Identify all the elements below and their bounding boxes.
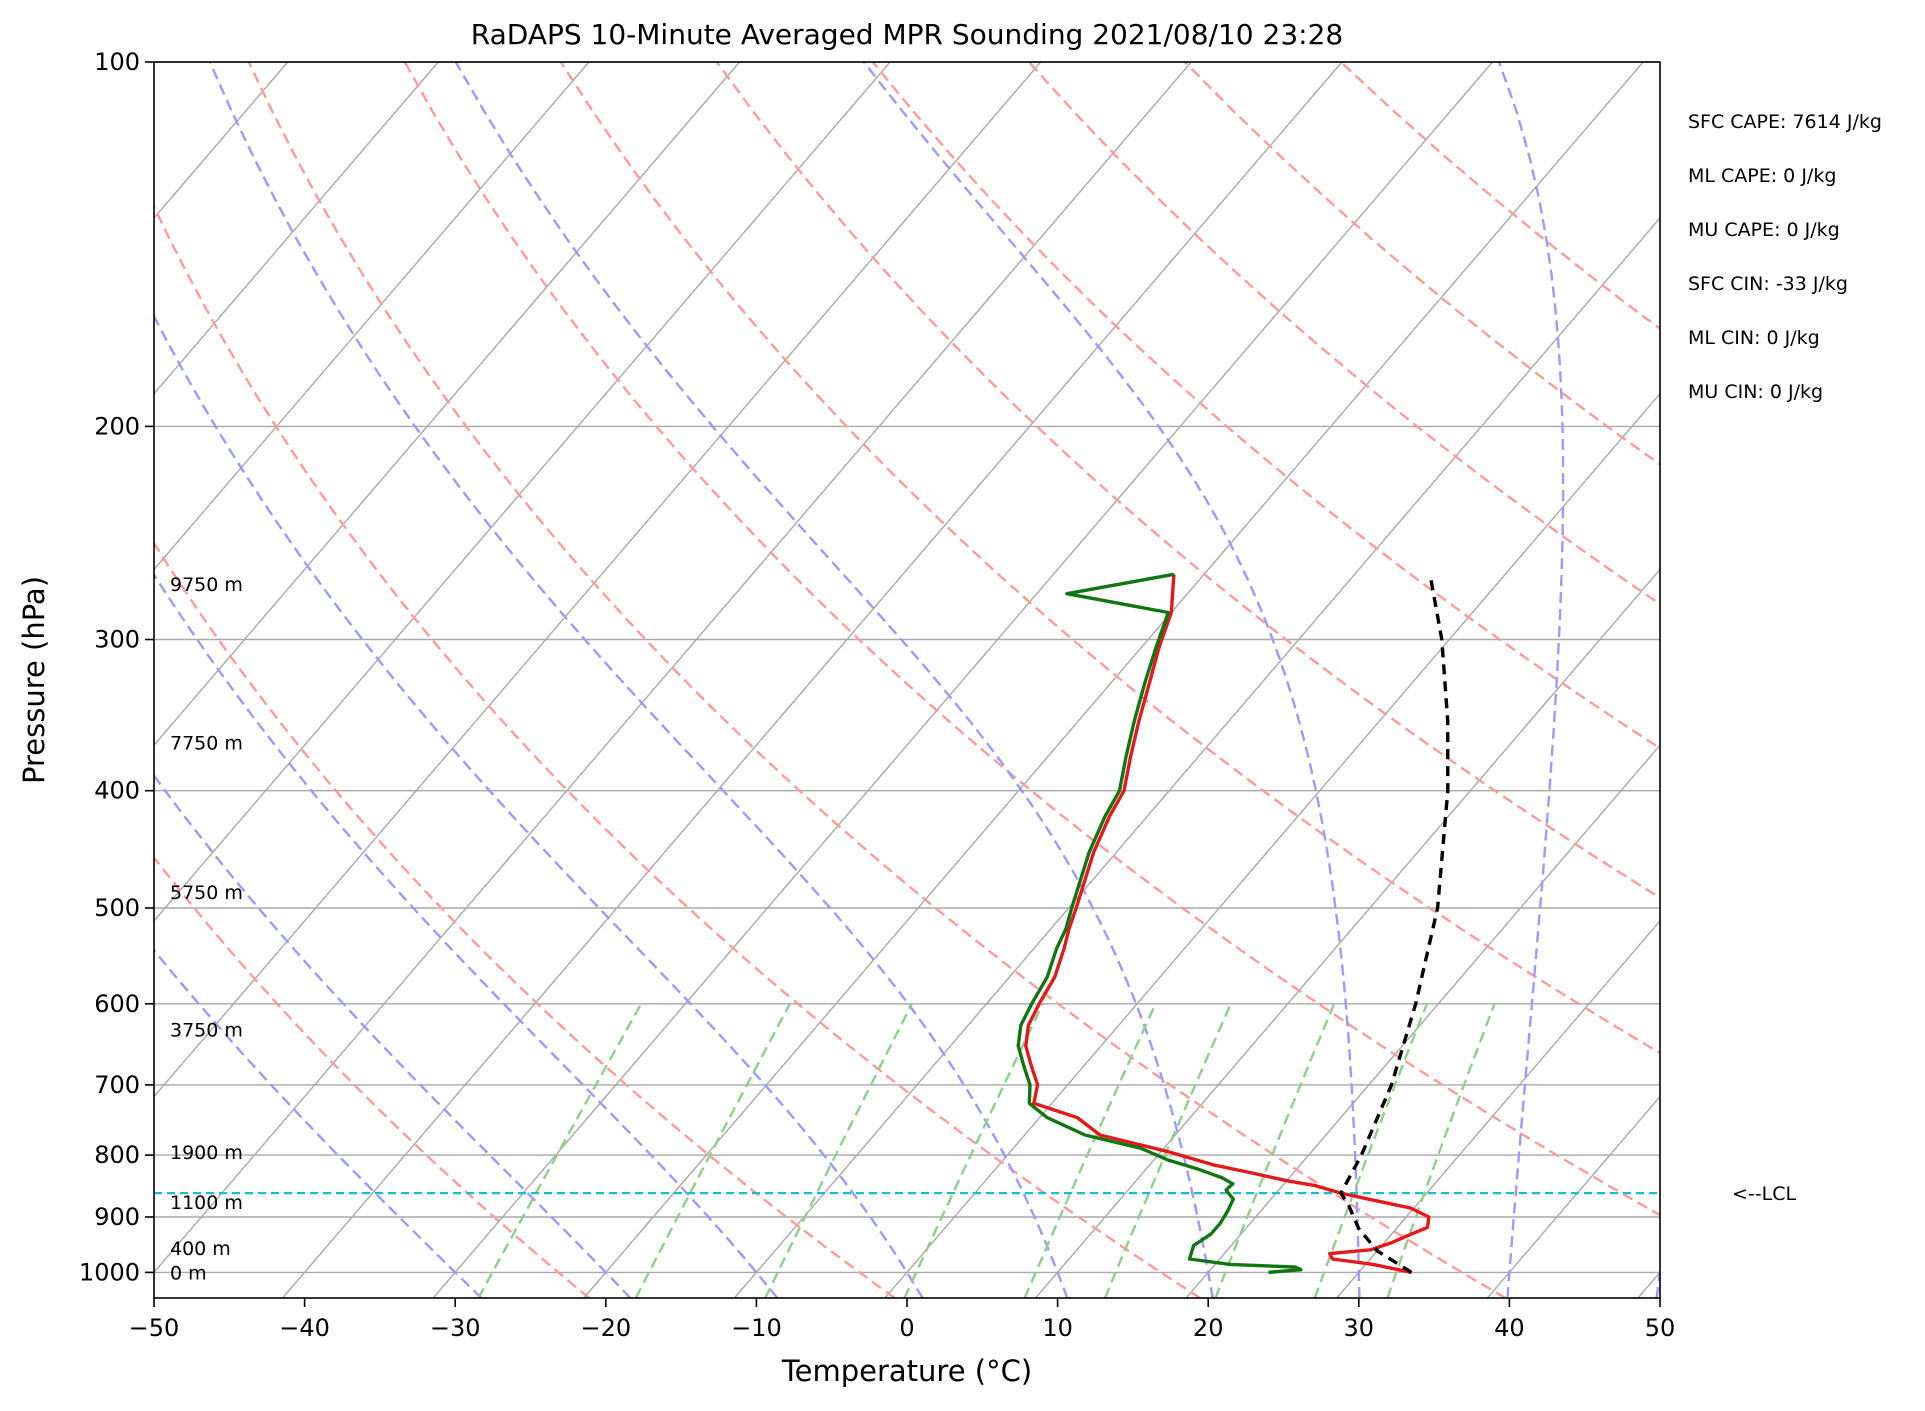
dry-adiabat bbox=[154, 855, 590, 1298]
x-tick-label: 40 bbox=[1494, 1314, 1525, 1342]
temperature-line bbox=[1024, 574, 1431, 1275]
x-tick-label: 30 bbox=[1344, 1314, 1375, 1342]
x-tick-label: −10 bbox=[731, 1314, 782, 1342]
mixing-ratio-line bbox=[1313, 1003, 1429, 1298]
isotherm-gridline bbox=[1336, 919, 1660, 1298]
moist-adiabat bbox=[154, 773, 632, 1298]
height-label: 9750 m bbox=[170, 574, 243, 596]
mixing-ratio-line bbox=[764, 1003, 913, 1298]
y-axis-label: Pressure (hPa) bbox=[17, 576, 51, 784]
annotation-layer: 9750 m 7750 m 5750 m 3750 m 1900 m 1100 m 400 … bbox=[170, 111, 1882, 1284]
mixing-ratio-line bbox=[1023, 1003, 1157, 1298]
index-text: SFC CIN: -33 J/kg bbox=[1688, 273, 1848, 295]
index-text: ML CIN: 0 J/kg bbox=[1688, 327, 1820, 349]
height-label: 400 m bbox=[170, 1238, 231, 1260]
isotherm-gridline bbox=[154, 62, 439, 395]
mixing-ratio-line bbox=[903, 1003, 1044, 1298]
y-tick-label: 300 bbox=[94, 626, 140, 654]
dry-adiabat bbox=[154, 203, 1201, 1298]
moist-adiabat bbox=[454, 62, 1214, 1298]
isotherm-gridline bbox=[282, 62, 1343, 1298]
y-tick-label: 1000 bbox=[79, 1258, 140, 1286]
lcl-label: <--LCL bbox=[1732, 1183, 1796, 1205]
isotherm-gridline bbox=[154, 62, 1042, 1098]
isotherm-gridline bbox=[154, 62, 741, 747]
index-text: ML CAPE: 0 J/kg bbox=[1688, 165, 1836, 187]
index-text: MU CIN: 0 J/kg bbox=[1688, 381, 1823, 403]
y-tick-label: 500 bbox=[94, 894, 140, 922]
isotherm-gridline bbox=[1035, 568, 1660, 1298]
y-tick-label: 400 bbox=[94, 777, 140, 805]
parcel-profile-line bbox=[1339, 573, 1450, 1274]
y-tick-label: 600 bbox=[94, 990, 140, 1018]
index-text: SFC CAPE: 7614 J/kg bbox=[1688, 111, 1882, 133]
isotherm-gridline bbox=[154, 62, 590, 571]
mixing-ratio-line bbox=[1386, 1003, 1496, 1298]
height-label: 0 m bbox=[170, 1262, 207, 1284]
series-layer bbox=[154, 572, 1660, 1275]
isotherm-gridline bbox=[432, 62, 1494, 1298]
grid-layer bbox=[154, 62, 1660, 1298]
isotherm-gridline bbox=[733, 216, 1660, 1298]
mixing-ratio-line bbox=[1103, 1003, 1232, 1298]
dry-adiabat bbox=[559, 62, 1660, 1055]
height-label: 7750 m bbox=[170, 733, 243, 755]
x-tick-label: 10 bbox=[1042, 1314, 1073, 1342]
y-tick-label: 200 bbox=[94, 412, 140, 440]
x-tick-label: −20 bbox=[580, 1314, 631, 1342]
x-tick-label: −50 bbox=[129, 1314, 180, 1342]
dry-adiabat bbox=[1028, 62, 1660, 606]
isotherm-gridline bbox=[583, 62, 1644, 1298]
x-tick-label: 50 bbox=[1645, 1314, 1676, 1342]
isotherm-gridline bbox=[1185, 744, 1660, 1298]
x-tick-label: −40 bbox=[279, 1314, 330, 1342]
moist-adiabat bbox=[154, 313, 924, 1298]
x-tick-label: −30 bbox=[430, 1314, 481, 1342]
moist-adiabat bbox=[154, 572, 779, 1298]
x-tick-label: 20 bbox=[1193, 1314, 1224, 1342]
tick-layer: −50 −40 −30 −20 −10 0 10 20 30 40 50 100 200 300 400 50… bbox=[79, 48, 1675, 1342]
dry-adiabat bbox=[154, 540, 896, 1298]
dry-adiabat bbox=[403, 62, 1660, 1217]
y-tick-label: 700 bbox=[94, 1071, 140, 1099]
chart-title: RaDAPS 10-Minute Averaged MPR Sounding 2… bbox=[471, 18, 1343, 51]
isotherm-gridline bbox=[884, 392, 1660, 1298]
moist-adiabat bbox=[208, 62, 1069, 1298]
height-label: 1100 m bbox=[170, 1192, 243, 1214]
height-label: 3750 m bbox=[170, 1020, 243, 1042]
height-label: 1900 m bbox=[170, 1142, 243, 1164]
isotherm-gridline bbox=[154, 62, 1192, 1274]
mixing-ratio-line bbox=[1214, 1003, 1336, 1298]
index-text: MU CAPE: 0 J/kg bbox=[1688, 219, 1840, 241]
height-label: 5750 m bbox=[170, 882, 243, 904]
y-tick-label: 100 bbox=[94, 48, 140, 76]
x-axis-label: Temperature (°C) bbox=[781, 1354, 1032, 1388]
y-tick-label: 800 bbox=[94, 1141, 140, 1169]
x-tick-label: 0 bbox=[899, 1314, 914, 1342]
dewpoint-line bbox=[1016, 572, 1303, 1275]
isotherm-gridline bbox=[154, 62, 891, 922]
y-tick-label: 900 bbox=[94, 1203, 140, 1231]
dry-adiabat bbox=[247, 62, 1507, 1298]
moist-adiabat bbox=[154, 948, 483, 1298]
mixing-ratio-line bbox=[477, 1003, 643, 1298]
moist-adiabat bbox=[1497, 62, 1565, 1298]
mixing-ratio-line bbox=[634, 1003, 791, 1298]
